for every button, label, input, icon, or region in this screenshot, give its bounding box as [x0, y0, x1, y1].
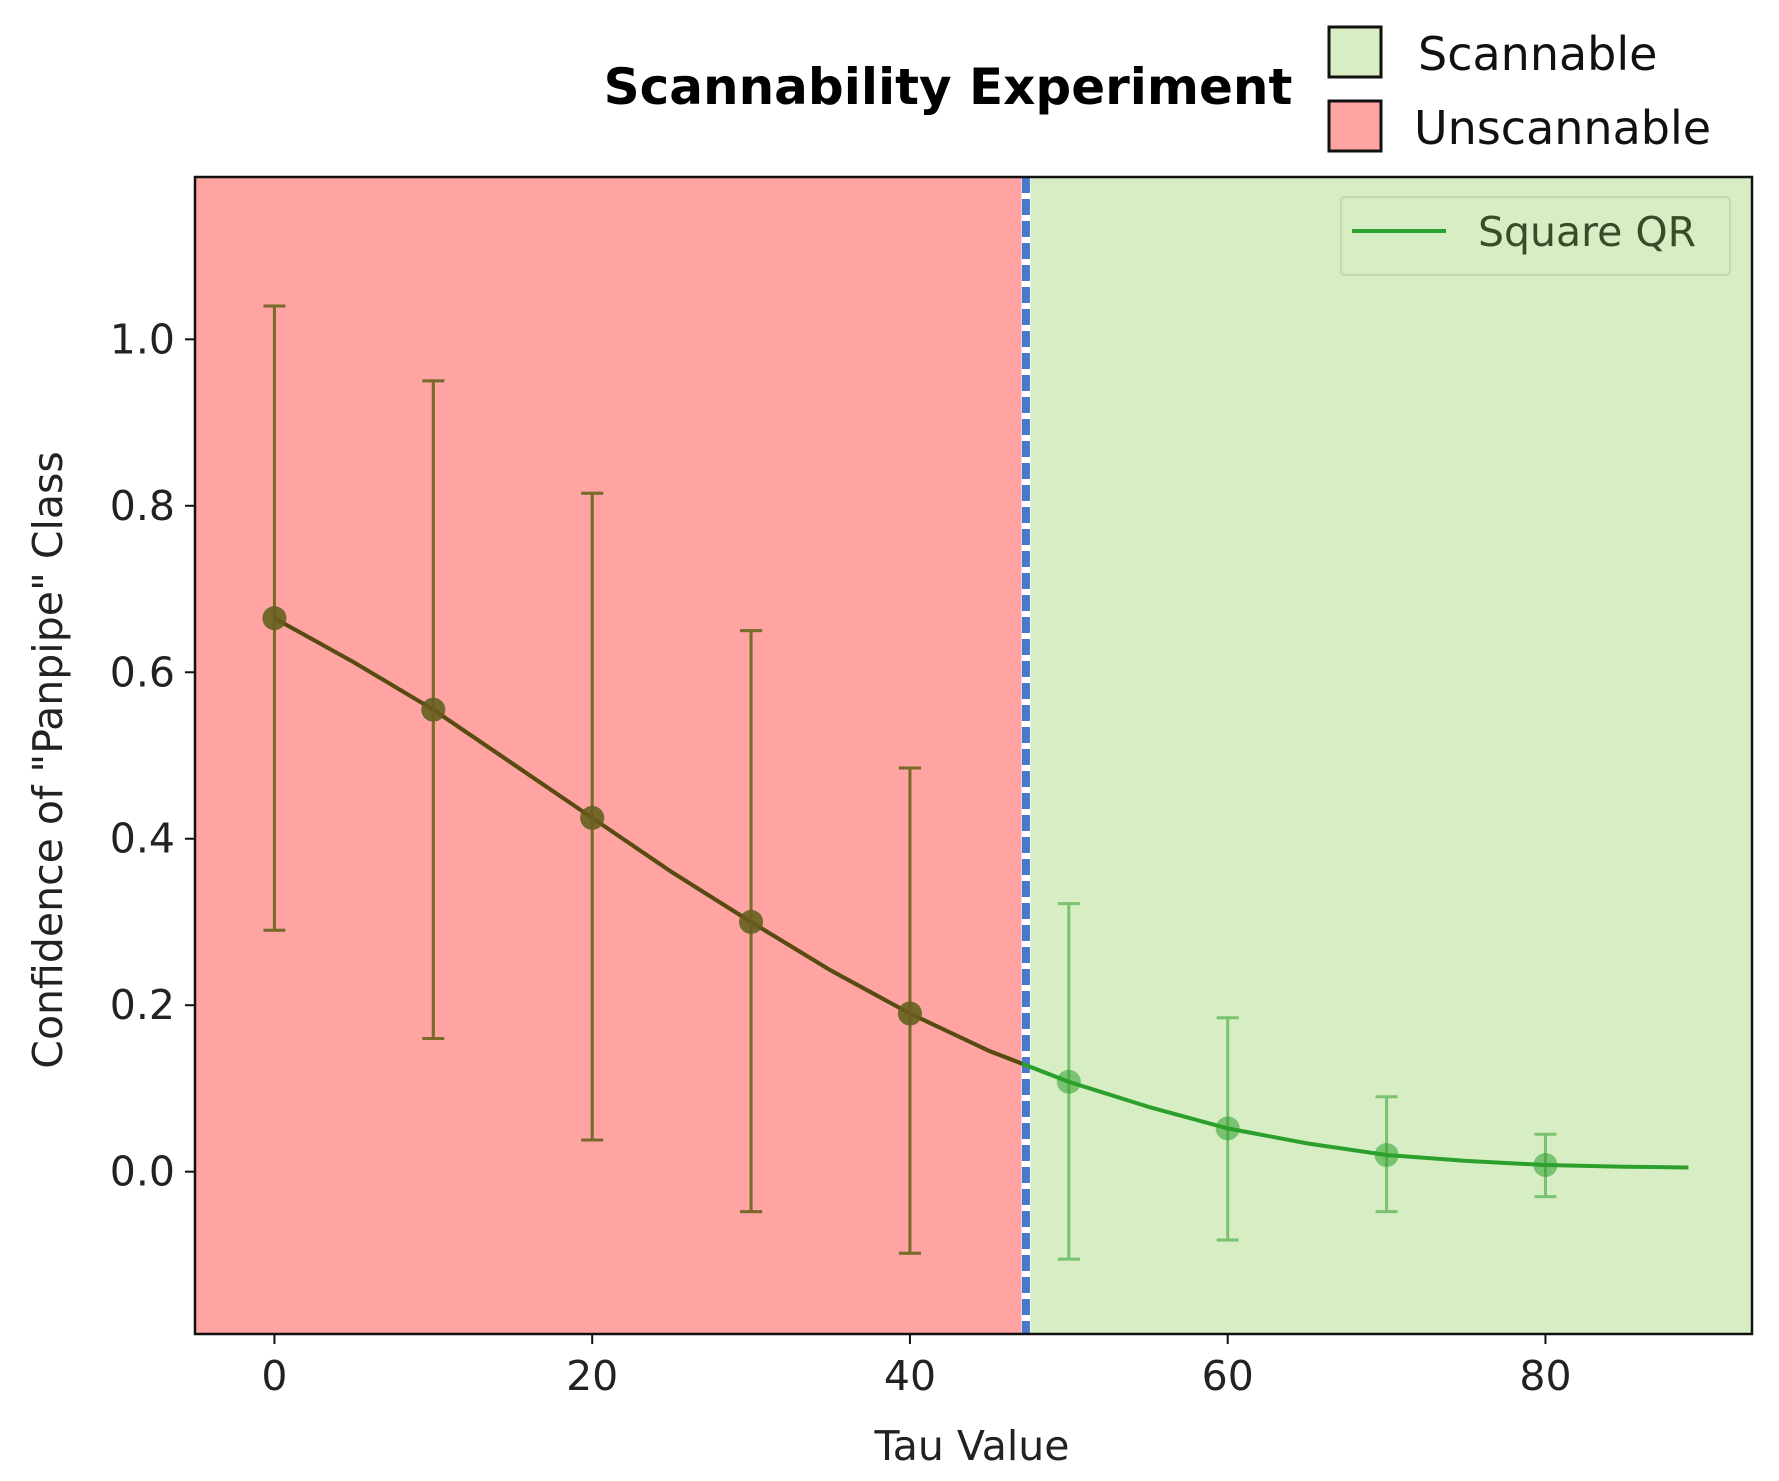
- x-tick-label: 0: [261, 1352, 287, 1400]
- legend-label-square-qr: Square QR: [1478, 208, 1696, 256]
- x-tick-label: 80: [1519, 1352, 1571, 1400]
- axes-layer: 0 20 40 60 80 0.0 0.2 0.4 0.6 0.8 1.0: [110, 175, 1754, 1400]
- region-legend-label-scannable: Scannable: [1418, 27, 1657, 81]
- data-point-tinted: [897, 1001, 922, 1026]
- data-point-60: [1215, 1116, 1240, 1141]
- inner-legend-box: [1340, 196, 1731, 276]
- x-axis-label: Tau Value: [874, 1422, 1070, 1470]
- region-scannable: [1025, 177, 1752, 1334]
- data-point-tinted: [580, 805, 605, 830]
- y-axis-label: Confidence of "Panpipe" Class: [24, 451, 72, 1068]
- region-legend-swatch-unscannable: [1327, 99, 1383, 153]
- y-tick-label: 1.0: [110, 315, 175, 363]
- y-tick-label: 0.8: [110, 482, 175, 530]
- y-tick-label: 0.0: [110, 1148, 175, 1196]
- data-point-50: [1056, 1069, 1081, 1094]
- y-tick-label: 0.6: [110, 648, 175, 696]
- chart-title: Scannability Experiment: [604, 58, 1293, 116]
- legend-layer: Square QR Scannable Unscannable: [1327, 25, 1731, 276]
- region-legend-swatch-scannable: [1327, 25, 1383, 79]
- data-point-tinted: [262, 606, 287, 631]
- y-tick-label: 0.2: [110, 981, 175, 1029]
- region-legend-label-unscannable: Unscannable: [1414, 101, 1711, 155]
- plot-layer: [195, 177, 1752, 1334]
- plot-frame: [193, 175, 1754, 1336]
- x-tick-label: 60: [1202, 1352, 1254, 1400]
- region-unscannable: [195, 177, 1026, 1334]
- data-point-tinted: [739, 909, 764, 934]
- x-tick-label: 40: [884, 1352, 936, 1400]
- data-point-70: [1374, 1143, 1399, 1168]
- y-tick-label: 0.4: [110, 815, 175, 863]
- data-point-tinted: [421, 697, 446, 722]
- region-overlay: [195, 177, 1022, 1334]
- data-point-80: [1533, 1153, 1558, 1178]
- x-tick-label: 20: [566, 1352, 618, 1400]
- series-line-tinted: [273, 616, 1022, 1066]
- red-zone-tint: [262, 304, 1022, 1255]
